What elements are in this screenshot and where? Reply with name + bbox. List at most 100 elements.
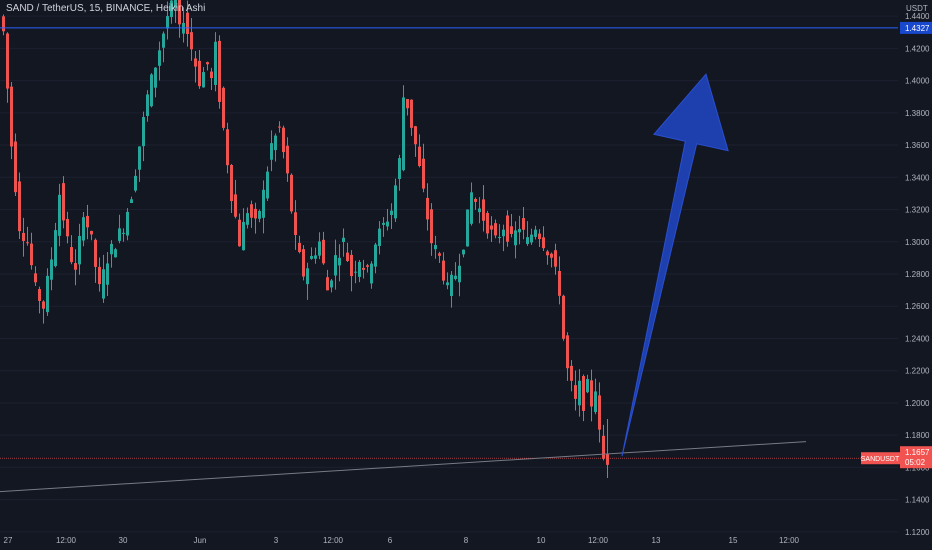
candle-body	[422, 158, 425, 189]
candle-body	[166, 16, 169, 29]
candle-body	[318, 241, 321, 256]
candle-body	[562, 295, 565, 339]
candle-body	[506, 215, 509, 242]
time-tick-label: 3	[274, 536, 279, 545]
candle-body	[74, 263, 77, 270]
candle-body	[190, 32, 193, 50]
candle-body	[442, 260, 445, 281]
candle-body	[578, 380, 581, 406]
candle-body	[202, 72, 205, 88]
candle-body	[354, 271, 357, 273]
candle-body	[234, 194, 237, 217]
candle-body	[586, 379, 589, 393]
candle-body	[102, 269, 105, 299]
candle-body	[274, 135, 277, 151]
candle-body	[90, 230, 93, 235]
candle-body	[106, 263, 109, 285]
candle-body	[310, 256, 313, 259]
last-price-label-bg	[900, 446, 932, 469]
candle-body	[38, 289, 41, 301]
price-tick-label: 1.2800	[905, 270, 930, 279]
candle-body	[314, 255, 317, 259]
price-tick-label: 1.1200	[905, 528, 930, 537]
candle-body	[242, 221, 245, 251]
candle-body	[522, 218, 525, 230]
candle-body	[498, 236, 501, 238]
candle-body	[10, 86, 13, 147]
candle-body	[558, 271, 561, 296]
candle-body	[590, 380, 593, 407]
candle-body	[426, 197, 429, 220]
candle-body	[214, 41, 217, 85]
candle-body	[246, 213, 249, 225]
candle-body	[338, 257, 341, 266]
candle-body	[158, 50, 161, 66]
candle-body	[46, 275, 49, 313]
candle-body	[146, 94, 149, 116]
candle-body	[518, 228, 521, 233]
hline-price-label: 1.4327	[905, 24, 930, 33]
candle-body	[478, 208, 481, 213]
price-axis[interactable]: 1.12001.14001.16001.18001.20001.22001.24…	[861, 0, 932, 550]
candle-body	[534, 229, 537, 237]
price-tick-label: 1.2400	[905, 334, 930, 343]
candle-body	[454, 275, 457, 280]
candle-body	[402, 97, 405, 171]
time-tick-label: 13	[652, 536, 661, 545]
candle-body	[554, 250, 557, 267]
candle-body	[262, 189, 265, 218]
candle-body	[26, 242, 29, 244]
candle-body	[326, 277, 329, 291]
arrow-up-annotation	[621, 73, 729, 457]
time-tick-label: Jun	[194, 536, 207, 545]
price-tick-label: 1.2200	[905, 367, 930, 376]
candle-body	[22, 232, 25, 241]
time-tick-label: 6	[388, 536, 393, 545]
price-tick-label: 1.1400	[905, 496, 930, 505]
candle-body	[134, 175, 137, 191]
candle-body	[270, 143, 273, 160]
candle-body	[114, 249, 117, 258]
candle-body	[362, 267, 365, 270]
candle-body	[542, 237, 545, 249]
candle-body	[42, 301, 45, 309]
candle-body	[398, 158, 401, 180]
candle-body	[238, 219, 241, 247]
candle-body	[582, 376, 585, 411]
candle-body	[602, 435, 605, 459]
candle-body	[2, 16, 5, 32]
grid-lines	[0, 15, 898, 533]
candle-body	[574, 385, 577, 399]
candle-body	[70, 247, 73, 263]
candle-body	[94, 239, 97, 267]
drawings[interactable]	[0, 27, 898, 497]
candle-body	[358, 261, 361, 277]
candle-body	[350, 254, 353, 277]
candle-body	[322, 239, 325, 264]
symbol-title: SAND / TetherUS, 15, BINANCE, Heikin Ash…	[6, 3, 206, 14]
candle-body	[474, 198, 477, 202]
candle-body	[162, 33, 165, 48]
currency-label: USDT	[906, 4, 928, 13]
candle-body	[6, 33, 9, 89]
candle-body	[342, 237, 345, 242]
candle-body	[282, 127, 285, 153]
time-tick-label: 12:00	[56, 536, 77, 545]
candle-body	[206, 62, 209, 65]
time-tick-label: 12:00	[779, 536, 800, 545]
candle-body	[298, 242, 301, 253]
candle-body	[194, 58, 197, 67]
candle-series	[2, 0, 609, 478]
candle-body	[226, 129, 229, 166]
time-axis[interactable]: 27 12:00 30 Jun 3 12:00 6 8 10 12:00 13 15 12:00	[4, 536, 800, 545]
candle-body	[66, 218, 69, 237]
candle-body	[446, 282, 449, 286]
candle-body	[186, 12, 189, 34]
candle-body	[530, 234, 533, 243]
candle-body	[170, 0, 173, 18]
candle-body	[154, 67, 157, 88]
candle-body	[286, 145, 289, 174]
candle-body	[382, 222, 385, 225]
candle-body	[366, 265, 369, 267]
